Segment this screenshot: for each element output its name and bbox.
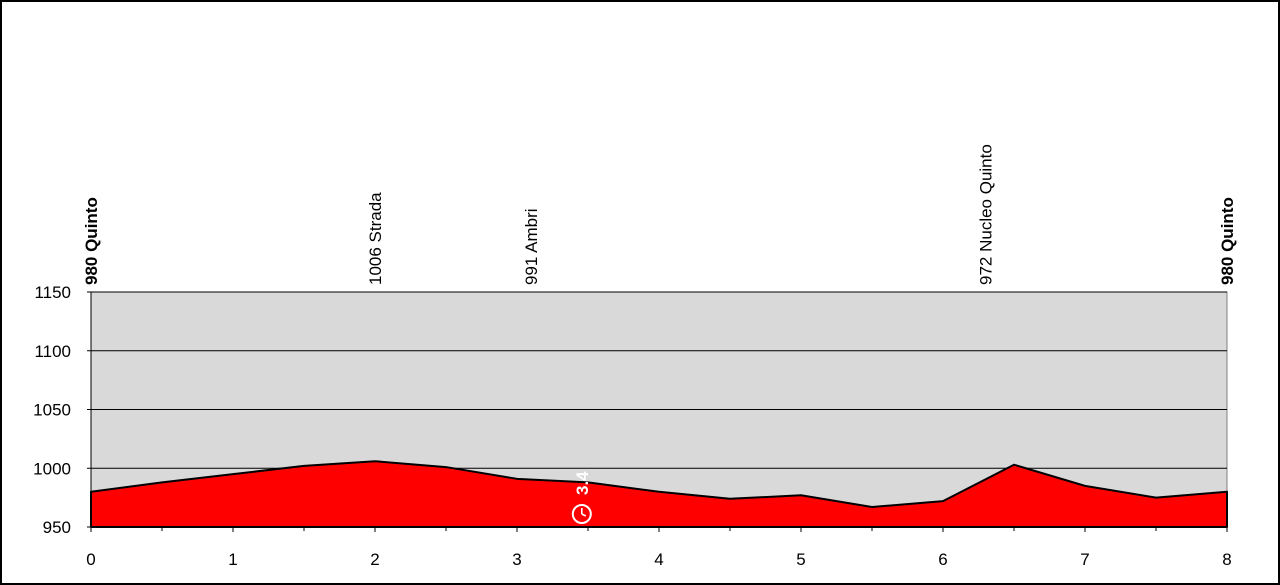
- y-tick-label: 1050: [33, 401, 71, 420]
- x-tick-label: 6: [938, 550, 947, 569]
- checkpoint-label: 3.4: [573, 471, 592, 495]
- y-tick-label: 1000: [33, 459, 71, 478]
- x-tick-label: 7: [1080, 550, 1089, 569]
- y-axis: 950 1000 1050 1100 1150: [33, 283, 92, 537]
- clock-icon: [571, 504, 592, 524]
- y-tick-label: 950: [43, 518, 71, 537]
- location-label: 980 Quinto: [82, 197, 101, 285]
- location-label: 980 Quinto: [1218, 197, 1237, 285]
- location-label: 1006 Strada: [366, 192, 385, 285]
- x-tick-label: 3: [512, 550, 521, 569]
- x-tick-label: 1: [228, 550, 237, 569]
- x-tick-label: 8: [1222, 550, 1231, 569]
- x-tick-label: 0: [86, 550, 95, 569]
- checkpoint-marker: 3.4: [571, 471, 592, 524]
- x-tick-label: 4: [654, 550, 663, 569]
- y-tick-label: 1150: [34, 283, 71, 302]
- location-labels: 980 Quinto 1006 Strada 991 Ambri 972 Nucleo…: [82, 144, 1237, 285]
- clock-face: [571, 504, 592, 524]
- clock-hand: [581, 513, 587, 517]
- x-tick-label: 2: [370, 550, 379, 569]
- x-tick-label: 5: [796, 550, 805, 569]
- location-label: 991 Ambri: [522, 208, 541, 285]
- x-axis: 0 1 2 3 4 5 6 7 8: [86, 527, 1232, 569]
- elevation-area: [90, 460, 1228, 528]
- location-label: 972 Nucleo Quinto: [977, 144, 996, 285]
- y-tick-label: 1100: [34, 342, 71, 361]
